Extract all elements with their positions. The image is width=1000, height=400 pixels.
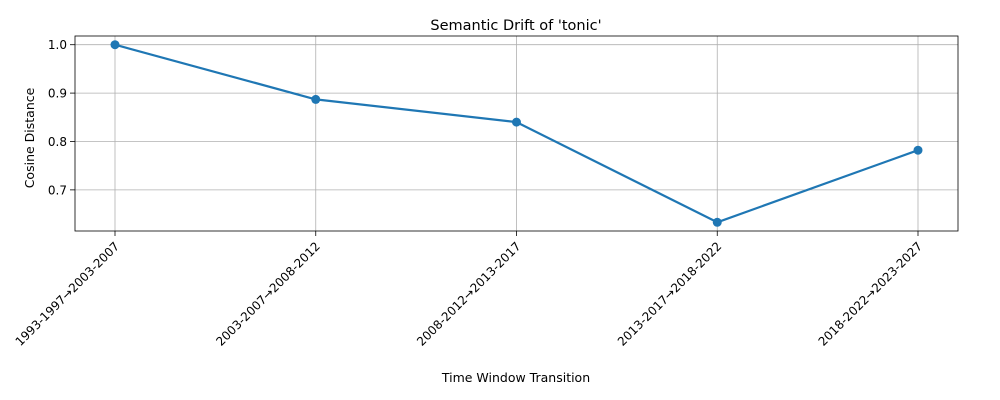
y-axis-ticks: 0.7 0.8 0.9 1.0 (48, 38, 75, 197)
series-group (110, 40, 923, 227)
chart-title: Semantic Drift of 'tonic' (430, 18, 601, 34)
x-axis-ticks: 1993-1997→2003-2007 2003-2007→2008-2012 20… (13, 231, 926, 349)
y-axis-label: Cosine Distance (22, 87, 37, 188)
data-point (712, 217, 722, 227)
y-tick-label: 0.8 (48, 135, 67, 149)
data-point (110, 40, 120, 50)
data-point (913, 145, 923, 155)
data-point (311, 94, 321, 104)
y-tick-label: 0.9 (48, 87, 67, 101)
data-point (512, 117, 521, 127)
y-tick-label: 0.7 (48, 183, 67, 197)
x-axis-label: Time Window Transition (441, 370, 590, 385)
x-tick-label: 1993-1997→2003-2007 (13, 239, 123, 349)
y-tick-label: 1.0 (48, 38, 67, 52)
x-tick-label: 2018-2022→2023-2027 (816, 239, 926, 349)
grid-lines (75, 36, 958, 231)
x-tick-label: 2003-2007→2008-2012 (213, 239, 323, 349)
x-tick-label: 2013-2017→2018-2022 (615, 239, 725, 349)
x-tick-label: 2008-2012→2013-2017 (414, 239, 524, 349)
